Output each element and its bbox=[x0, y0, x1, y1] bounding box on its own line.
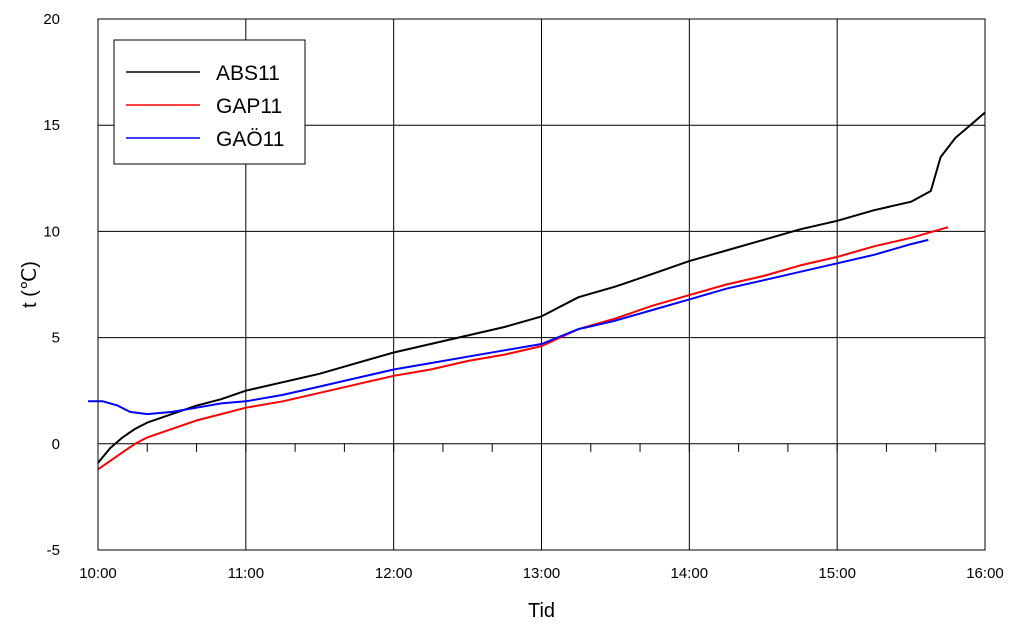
y-axis-tick-labels: -5 0 5 10 15 20 bbox=[43, 11, 60, 559]
series-line-gaö11 bbox=[88, 238, 929, 416]
x-axis-tick-labels: 10:00 11:00 12:00 13:00 14:00 15:00 16:00 bbox=[79, 565, 1004, 582]
x-tick-label: 15:00 bbox=[818, 565, 856, 582]
plot-area-frame bbox=[97, 18, 986, 551]
legend-label-abs11: ABS11 bbox=[216, 62, 280, 85]
x-tick-label: 13:00 bbox=[523, 565, 561, 582]
legend-label-gap11: GAP11 bbox=[216, 95, 282, 118]
x-tick-label: 14:00 bbox=[671, 565, 709, 582]
y-tick-label: 5 bbox=[52, 330, 60, 347]
y-tick-label: 20 bbox=[43, 11, 60, 28]
x-tick-label: 12:00 bbox=[375, 565, 413, 582]
minor-ticks bbox=[97, 443, 986, 452]
series-line-abs11 bbox=[97, 111, 986, 464]
y-tick-label: -5 bbox=[47, 542, 60, 559]
legend-label-gaö11: GAÖ11 bbox=[216, 128, 284, 151]
legend-items: ABS11 GAP11 GAÖ11 bbox=[126, 62, 284, 151]
y-tick-label: 0 bbox=[52, 436, 60, 453]
y-tick-label: 10 bbox=[43, 223, 60, 240]
legend: ABS11 GAP11 GAÖ11 bbox=[113, 39, 306, 165]
x-tick-label: 16:00 bbox=[966, 565, 1004, 582]
x-axis-label: Tid bbox=[528, 600, 555, 622]
legend-box bbox=[113, 39, 306, 165]
y-tick-label: 15 bbox=[43, 117, 60, 134]
x-tick-label: 10:00 bbox=[79, 565, 117, 582]
series-line-gap11 bbox=[97, 226, 949, 471]
series-lines bbox=[88, 111, 986, 471]
y-axis-label: t (℃) bbox=[19, 261, 41, 308]
x-tick-label: 11:00 bbox=[228, 565, 264, 582]
